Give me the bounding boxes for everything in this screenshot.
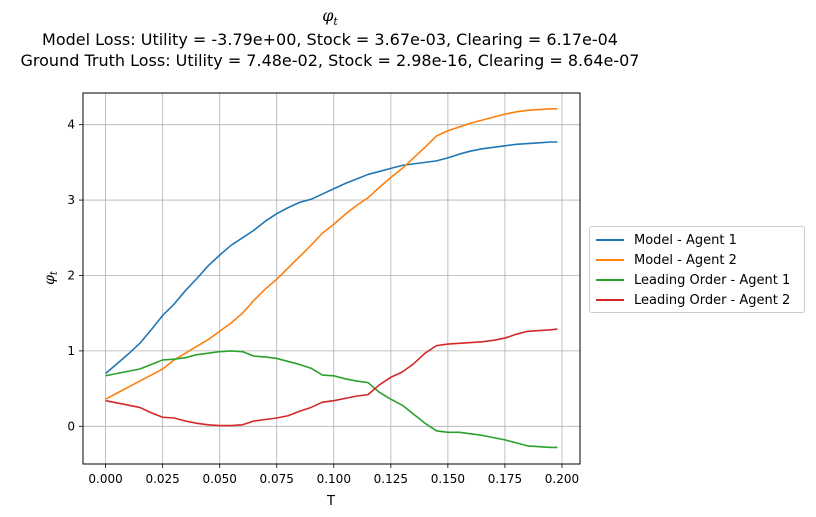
- legend-swatch: [596, 259, 624, 261]
- legend-swatch: [596, 239, 624, 241]
- y-tick-label: 1: [67, 344, 75, 358]
- legend: Model - Agent 1 Model - Agent 2 Leading …: [589, 226, 805, 313]
- x-tick-label: 0.175: [488, 472, 522, 486]
- series-lines: [105, 108, 558, 449]
- legend-item: Model - Agent 2: [596, 250, 737, 270]
- y-axis-label: φt: [42, 270, 60, 285]
- series-line-leading-order-agent-2: [105, 328, 558, 427]
- y-axis-ticks: 0 1 2 3 4: [67, 118, 83, 433]
- x-tick-label: 0.200: [545, 472, 579, 486]
- legend-item: Leading Order - Agent 2: [596, 290, 790, 310]
- y-tick-label: 3: [67, 193, 75, 207]
- x-axis-label: T: [326, 494, 335, 509]
- y-tick-label: 0: [67, 419, 75, 433]
- x-tick-label: 0.150: [431, 472, 465, 486]
- y-tick-label: 4: [67, 118, 75, 132]
- y-tick-label: 2: [67, 268, 75, 282]
- legend-label: Leading Order - Agent 2: [634, 292, 791, 308]
- x-tick-label: 0.050: [203, 472, 237, 486]
- chart-title: φt: [322, 6, 338, 29]
- series-line-model-agent-1: [105, 141, 558, 375]
- series-line-leading-order-agent-1: [105, 350, 558, 449]
- legend-item: Model - Agent 1: [596, 230, 737, 250]
- legend-item: Leading Order - Agent 1: [596, 270, 790, 290]
- legend-label: Model - Agent 1: [634, 232, 737, 248]
- series-line-model-agent-2: [105, 108, 558, 400]
- x-tick-label: 0.125: [374, 472, 408, 486]
- legend-label: Model - Agent 2: [634, 252, 737, 268]
- x-tick-label: 0.075: [260, 472, 294, 486]
- legend-swatch: [596, 299, 624, 301]
- legend-swatch: [596, 279, 624, 281]
- legend-label: Leading Order - Agent 1: [634, 272, 791, 288]
- grid-lines: [83, 93, 580, 464]
- x-tick-label: 0.025: [145, 472, 179, 486]
- x-tick-label: 0.000: [88, 472, 122, 486]
- x-axis-ticks: 0.000 0.025 0.050 0.075 0.100 0.125 0.150 0.175…: [88, 464, 579, 486]
- plot-frame: [82, 92, 581, 465]
- ground-truth-loss-subtitle: Ground Truth Loss: Utility = 7.48e-02, S…: [20, 51, 640, 70]
- model-loss-subtitle: Model Loss: Utility = -3.79e+00, Stock =…: [42, 30, 618, 49]
- x-tick-label: 0.100: [317, 472, 351, 486]
